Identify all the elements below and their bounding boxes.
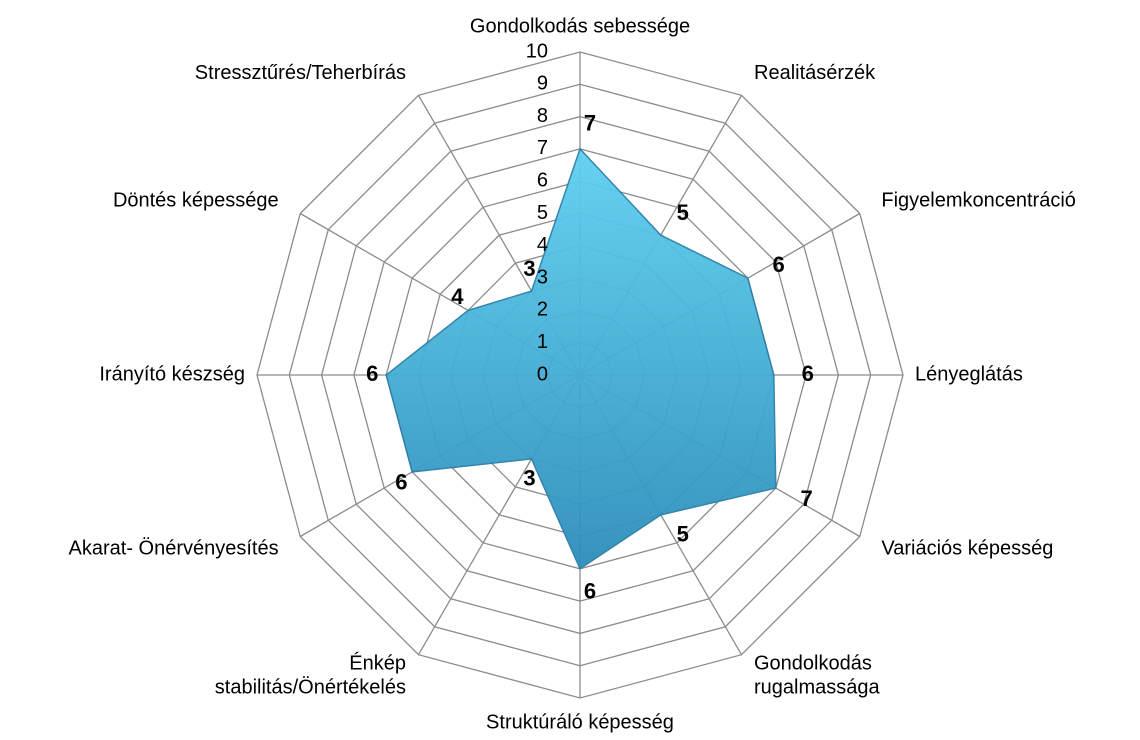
- value-label: 4: [451, 284, 464, 309]
- category-label: Akarat- Önérvényesítés: [69, 537, 279, 559]
- r-tick-label: 10: [526, 40, 548, 62]
- r-tick-label: 0: [537, 363, 548, 385]
- category-label: Döntés képessége: [113, 189, 279, 211]
- data-area: [385, 147, 777, 570]
- r-tick-label: 4: [537, 234, 548, 256]
- category-label: Irányító készség: [99, 363, 245, 385]
- value-label: 6: [366, 361, 378, 386]
- category-label: Énkép stabilitás/Önértékelés: [215, 652, 406, 699]
- r-tick-label: 7: [537, 137, 548, 159]
- value-label: 7: [800, 486, 812, 511]
- r-tick-label: 6: [537, 169, 548, 191]
- category-label: Gondolkodás rugalmassága: [754, 653, 881, 699]
- category-label: Stressztűrés/Teherbírás: [195, 62, 406, 84]
- value-label: 6: [584, 579, 596, 604]
- value-label: 6: [772, 252, 784, 277]
- r-tick-label: 3: [537, 266, 548, 288]
- category-label: Realitásérzék: [754, 62, 876, 84]
- value-label: 5: [677, 200, 689, 225]
- category-label: Gondolkodás sebessége: [470, 15, 690, 37]
- value-label: 3: [523, 256, 535, 281]
- value-label: 6: [802, 361, 814, 386]
- value-label: 5: [677, 521, 689, 546]
- r-tick-label: 2: [537, 299, 548, 321]
- r-tick-label: 5: [537, 202, 548, 224]
- category-label: Struktúráló képesség: [486, 711, 674, 733]
- r-tick-label: 1: [537, 331, 548, 353]
- category-label: Figyelemkoncentráció: [881, 189, 1076, 211]
- r-tick-label: 8: [537, 105, 548, 127]
- value-label: 3: [523, 466, 535, 491]
- r-tick-label: 9: [537, 73, 548, 95]
- category-label: Variációs képesség: [881, 537, 1053, 559]
- value-label: 6: [395, 470, 407, 495]
- value-label: 7: [584, 111, 596, 136]
- category-label: Lényeglátás: [915, 363, 1023, 385]
